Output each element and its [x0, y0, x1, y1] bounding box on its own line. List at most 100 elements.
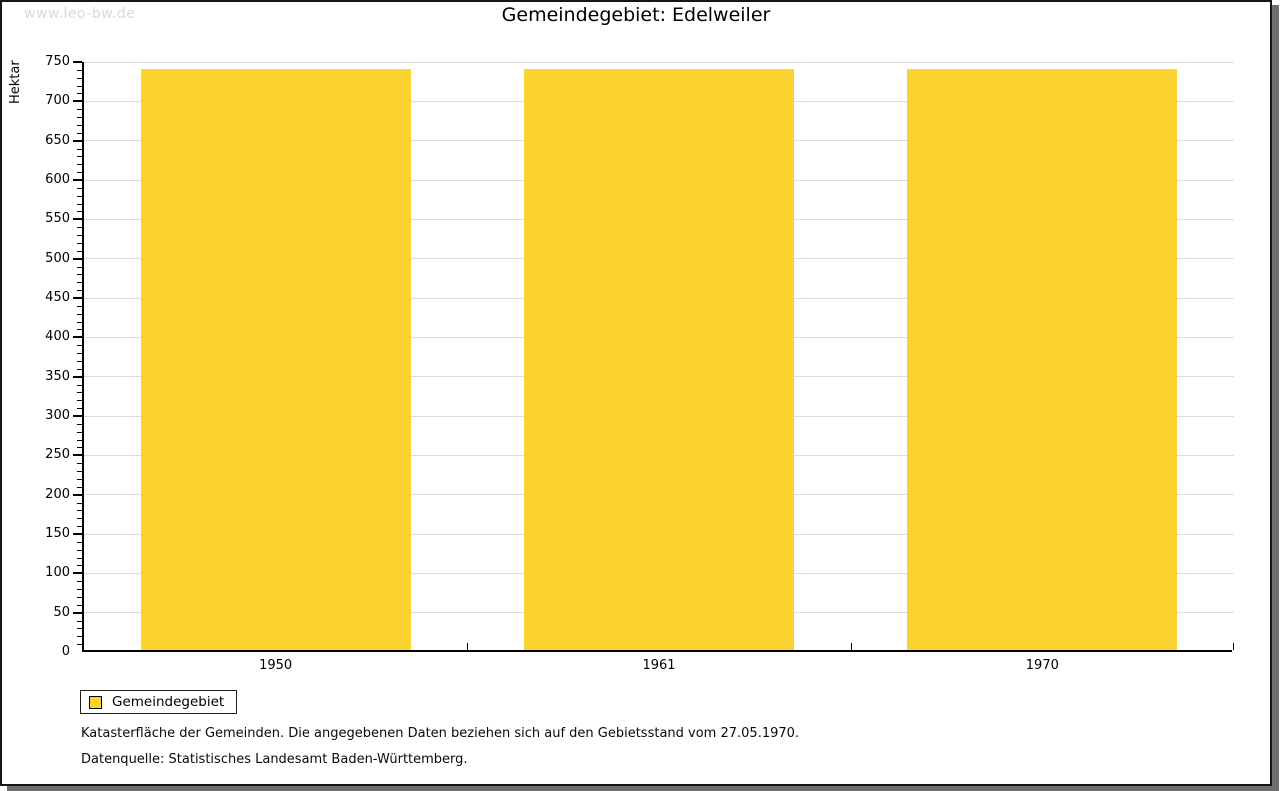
y-minor-tick	[77, 636, 82, 638]
y-major-tick-700	[73, 100, 82, 103]
y-minor-tick	[77, 431, 82, 433]
y-minor-tick	[77, 463, 82, 465]
x-boundary-tick	[467, 643, 469, 650]
y-minor-tick	[77, 581, 82, 583]
y-tick-label: 300	[45, 408, 70, 423]
y-minor-tick	[77, 510, 82, 512]
chart-title: Gemeindegebiet: Edelweiler	[501, 4, 771, 26]
y-minor-tick	[77, 117, 82, 119]
y-minor-tick	[77, 187, 82, 189]
y-minor-tick	[77, 596, 82, 598]
y-tick-label: 150	[45, 526, 70, 541]
y-major-tick-300	[73, 415, 82, 417]
bar-1950	[140, 69, 411, 650]
y-minor-tick	[77, 353, 82, 355]
y-minor-tick	[77, 345, 82, 347]
y-minor-tick	[77, 250, 82, 252]
y-tick-label: 100	[45, 565, 70, 581]
y-minor-tick	[77, 628, 82, 630]
y-minor-tick	[77, 644, 82, 646]
gridline-750	[84, 61, 1234, 63]
y-minor-tick	[77, 321, 82, 323]
legend-label: Gemeindegebiet	[112, 694, 225, 710]
x-tick-label-1970: 1970	[1025, 658, 1059, 673]
y-minor-tick	[77, 423, 82, 425]
y-tick-label: 0	[61, 644, 70, 659]
y-tick-label: 50	[53, 604, 70, 620]
y-minor-tick	[77, 439, 82, 441]
y-minor-tick	[77, 526, 82, 528]
y-minor-tick	[77, 290, 82, 292]
bar-1961	[524, 69, 794, 650]
y-minor-tick	[77, 541, 82, 543]
y-minor-tick	[77, 447, 82, 449]
y-major-tick-250	[73, 454, 82, 457]
y-minor-tick	[77, 549, 82, 551]
y-tick-label: 650	[45, 132, 70, 148]
y-tick-label: 250	[45, 447, 70, 463]
legend-swatch-gemeindegebiet	[89, 695, 102, 709]
y-minor-tick	[77, 471, 82, 473]
y-tick-label: 750	[45, 54, 70, 69]
y-major-tick-50	[73, 611, 82, 614]
watermark: www.leo-bw.de	[24, 6, 136, 22]
bar-1970	[907, 69, 1178, 650]
y-major-tick-650	[73, 139, 82, 142]
y-minor-tick	[77, 124, 82, 126]
y-major-tick-400	[73, 336, 82, 339]
y-minor-tick	[77, 69, 82, 71]
y-minor-tick	[77, 368, 82, 370]
y-major-tick-200	[73, 493, 82, 496]
y-major-tick-500	[73, 257, 82, 260]
y-minor-tick	[77, 620, 82, 622]
x-tick-label-1961: 1961	[642, 658, 676, 673]
y-minor-tick	[77, 274, 82, 276]
y-minor-tick	[77, 329, 82, 331]
y-minor-tick	[77, 77, 82, 79]
y-tick-label: 700	[45, 93, 70, 109]
x-tick-label-1950: 1950	[259, 658, 293, 673]
y-minor-tick	[77, 518, 82, 520]
footnote-description: Katasterfläche der Gemeinden. Die angege…	[81, 726, 800, 741]
y-minor-tick	[77, 392, 82, 394]
y-minor-tick	[77, 282, 82, 284]
y-major-tick-100	[73, 572, 82, 575]
y-tick-label: 550	[45, 211, 70, 227]
y-minor-tick	[77, 565, 82, 567]
y-minor-tick	[77, 93, 82, 95]
y-minor-tick	[77, 478, 82, 480]
plot-area: 0 50 100 150 200 250 300 350 400 450 500 550 600 650 7…	[45, 54, 1234, 673]
y-minor-tick	[77, 195, 82, 197]
y-minor-tick	[77, 384, 82, 386]
legend: Gemeindegebiet	[80, 690, 238, 714]
y-minor-tick	[77, 85, 82, 87]
y-minor-tick	[77, 486, 82, 488]
y-minor-tick	[77, 502, 82, 504]
y-minor-tick	[77, 604, 82, 606]
y-minor-tick	[77, 242, 82, 244]
y-minor-tick	[77, 400, 82, 402]
footnote-source: Datenquelle: Statistisches Landesamt Bad…	[81, 752, 468, 767]
y-minor-tick	[77, 305, 82, 307]
y-minor-tick	[77, 109, 82, 111]
x-axis-end-tick	[1233, 643, 1234, 650]
y-major-tick-550	[73, 218, 82, 221]
y-minor-tick	[77, 172, 82, 174]
y-tick-label: 200	[45, 486, 70, 502]
y-minor-tick	[77, 211, 82, 213]
y-minor-tick	[77, 360, 82, 362]
y-tick-label: 400	[45, 329, 70, 345]
y-tick-label: 600	[45, 172, 70, 187]
y-major-tick-150	[73, 533, 82, 535]
y-minor-tick	[77, 313, 82, 315]
y-tick-label: 350	[45, 368, 70, 384]
y-tick-label: 500	[45, 250, 70, 266]
y-major-tick-750	[73, 61, 82, 63]
y-minor-tick	[77, 235, 82, 237]
y-minor-tick	[77, 557, 82, 559]
y-minor-tick	[77, 156, 82, 158]
y-axis-title: Hektar	[8, 60, 23, 104]
y-minor-tick	[77, 148, 82, 150]
